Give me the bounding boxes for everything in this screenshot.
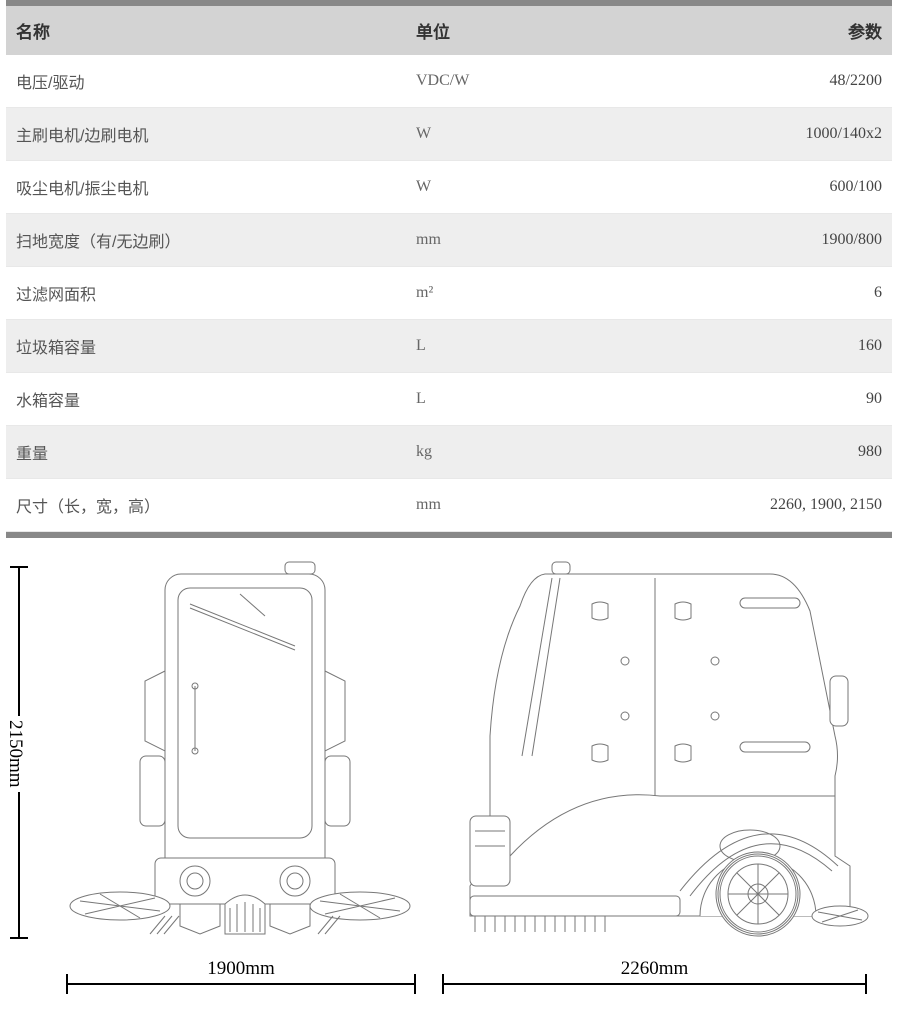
table-row: 水箱容量L90 <box>6 373 892 426</box>
spec-table: 名称 单位 参数 电压/驱动VDC/W48/2200主刷电机/边刷电机W1000… <box>6 6 892 532</box>
cell-unit: W <box>406 161 586 214</box>
cell-unit: kg <box>406 426 586 479</box>
height-label: 2150mm <box>4 716 26 792</box>
table-row: 电压/驱动VDC/W48/2200 <box>6 55 892 108</box>
cell-name: 尺寸（长，宽，高） <box>6 479 406 532</box>
cell-name: 扫地宽度（有/无边刷） <box>6 214 406 267</box>
table-row: 过滤网面积m²6 <box>6 267 892 320</box>
cell-unit: mm <box>406 479 586 532</box>
cell-param: 1000/140x2 <box>586 108 892 161</box>
cell-param: 600/100 <box>586 161 892 214</box>
side-width-dimension: 2260mm <box>442 974 867 1014</box>
cell-name: 吸尘电机/振尘电机 <box>6 161 406 214</box>
table-row: 扫地宽度（有/无边刷）mm1900/800 <box>6 214 892 267</box>
cell-unit: L <box>406 373 586 426</box>
cell-param: 980 <box>586 426 892 479</box>
table-row: 垃圾箱容量L160 <box>6 320 892 373</box>
cell-param: 6 <box>586 267 892 320</box>
cell-param: 48/2200 <box>586 55 892 108</box>
cell-name: 重量 <box>6 426 406 479</box>
table-row: 重量kg980 <box>6 426 892 479</box>
front-width-label: 1900mm <box>203 958 279 980</box>
header-unit: 单位 <box>406 6 586 55</box>
cell-name: 垃圾箱容量 <box>6 320 406 373</box>
front-width-dimension: 1900mm <box>66 974 416 1014</box>
table-header-row: 名称 单位 参数 <box>6 6 892 55</box>
cell-param: 160 <box>586 320 892 373</box>
header-name: 名称 <box>6 6 406 55</box>
cell-unit: VDC/W <box>406 55 586 108</box>
vertical-dimension: 2150mm <box>10 566 40 939</box>
header-param: 参数 <box>586 6 892 55</box>
cell-name: 水箱容量 <box>6 373 406 426</box>
table-row: 吸尘电机/振尘电机W600/100 <box>6 161 892 214</box>
cell-name: 过滤网面积 <box>6 267 406 320</box>
cell-unit: L <box>406 320 586 373</box>
side-width-label: 2260mm <box>617 958 693 980</box>
mid-divider <box>6 532 892 538</box>
diagram-area: 2150mm <box>0 546 898 1016</box>
table-row: 尺寸（长，宽，高）mm2260, 1900, 2150 <box>6 479 892 532</box>
side-view-drawing <box>440 556 870 941</box>
table-row: 主刷电机/边刷电机W1000/140x2 <box>6 108 892 161</box>
cell-name: 电压/驱动 <box>6 55 406 108</box>
front-view-drawing <box>60 556 420 941</box>
cell-param: 1900/800 <box>586 214 892 267</box>
cell-param: 90 <box>586 373 892 426</box>
cell-name: 主刷电机/边刷电机 <box>6 108 406 161</box>
cell-unit: mm <box>406 214 586 267</box>
cell-unit: m² <box>406 267 586 320</box>
cell-unit: W <box>406 108 586 161</box>
cell-param: 2260, 1900, 2150 <box>586 479 892 532</box>
